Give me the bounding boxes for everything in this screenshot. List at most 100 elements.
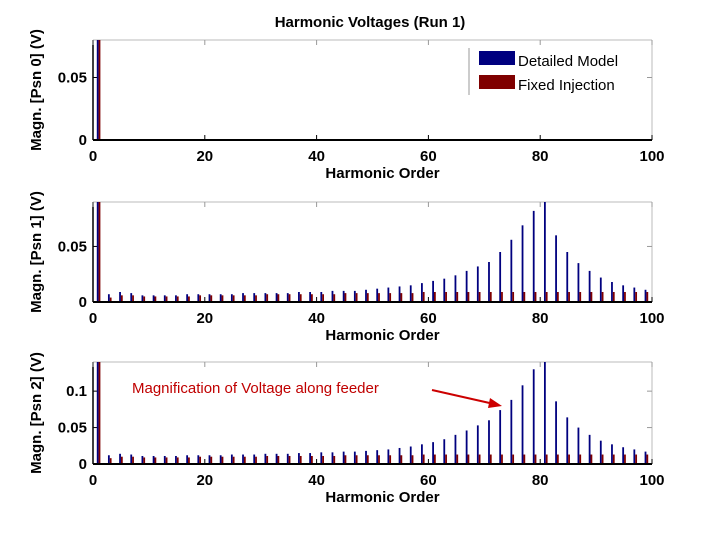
bar-fixed — [154, 296, 157, 302]
bar-fixed — [456, 454, 459, 464]
bar-fixed — [624, 454, 626, 464]
bar-fixed — [601, 454, 604, 464]
bar-fixed — [210, 295, 213, 302]
bar-detailed — [331, 290, 334, 302]
bar-fixed — [143, 296, 146, 302]
annotation-text: Magnification of Voltage along feeder — [132, 380, 379, 397]
bar-fixed — [120, 295, 123, 302]
bar-fixed — [601, 292, 604, 302]
y-tick-label: 0.1 — [66, 383, 87, 400]
bar-fixed — [199, 295, 202, 302]
panel-2: 0 20 40 60 80 100 0 0.05 0.1 Harmonic Order Magn. … — [28, 352, 665, 506]
bar-fixed — [635, 292, 638, 302]
x-tick-label: 60 — [420, 148, 437, 165]
bar-detailed — [320, 292, 323, 302]
bar-fixed — [389, 293, 392, 302]
bar-fixed — [165, 296, 168, 302]
bar-fixed — [98, 40, 101, 140]
bar-fixed — [154, 457, 157, 464]
bar-detailed — [175, 295, 177, 302]
bar-detailed — [611, 444, 613, 464]
bar-detailed — [119, 453, 121, 464]
bar-fixed — [489, 454, 492, 464]
bar-detailed — [577, 427, 580, 464]
bar-fixed — [344, 293, 347, 302]
bar-fixed — [523, 454, 526, 464]
x-tick-label: 0 — [89, 148, 97, 165]
bar-fixed — [512, 454, 515, 464]
bar-fixed — [389, 455, 392, 464]
y-axis-label: Magn. [Psn 1] (V) — [28, 191, 45, 313]
bar-detailed — [264, 293, 267, 302]
bar-fixed — [255, 456, 257, 464]
bar-detailed — [96, 40, 99, 140]
bar-fixed — [266, 455, 269, 464]
bar-detailed — [555, 235, 557, 302]
bar-fixed — [132, 456, 134, 464]
bar-detailed — [197, 455, 200, 464]
bar-fixed — [400, 293, 403, 302]
bar-fixed — [98, 362, 101, 464]
bar-detailed — [353, 451, 356, 464]
bar-detailed — [96, 362, 99, 464]
bar-fixed — [422, 292, 425, 302]
x-tick-label: 0 — [89, 472, 97, 489]
bar-detailed — [499, 252, 502, 302]
bar-detailed — [476, 266, 479, 302]
bar-detailed — [152, 295, 155, 302]
bar-fixed — [590, 454, 593, 464]
bar-detailed — [443, 278, 446, 302]
bar-detailed — [543, 202, 546, 302]
bar-fixed — [478, 292, 481, 302]
bar-fixed — [378, 455, 380, 464]
bar-fixed — [366, 293, 369, 302]
bar-detailed — [543, 362, 546, 464]
bar-detailed — [342, 290, 345, 302]
bar-fixed — [132, 295, 134, 302]
bar-fixed — [120, 456, 123, 464]
bar-fixed — [176, 457, 179, 464]
bar-detailed — [119, 292, 121, 302]
bar-detailed — [521, 385, 524, 464]
bar-detailed — [622, 285, 625, 302]
x-axis-label: Harmonic Order — [325, 165, 439, 182]
bar-fixed — [646, 454, 649, 464]
bar-detailed — [644, 289, 647, 302]
bar-detailed — [365, 450, 367, 464]
bar-detailed — [421, 444, 423, 464]
bar-detailed — [622, 447, 625, 464]
legend-swatch-fixed — [479, 75, 515, 89]
legend-label-detailed: Detailed Model — [518, 53, 618, 70]
bar-fixed — [556, 292, 559, 302]
bar-fixed — [411, 455, 414, 464]
bar-fixed — [333, 294, 336, 302]
bar-fixed — [255, 295, 257, 302]
panel-bars — [96, 362, 649, 464]
bar-fixed — [199, 456, 202, 464]
y-axis-label: Magn. [Psn 0] (V) — [28, 29, 45, 151]
bar-detailed — [130, 454, 133, 464]
bar-fixed — [556, 454, 559, 464]
bar-detailed — [454, 434, 457, 464]
bar-detailed — [599, 440, 602, 464]
bar-fixed — [646, 292, 649, 302]
bar-detailed — [186, 455, 189, 464]
bar-detailed — [107, 294, 110, 302]
bar-detailed — [566, 417, 569, 464]
bar-fixed — [288, 294, 291, 302]
panel-bars — [96, 202, 649, 302]
bar-detailed — [521, 225, 524, 302]
bar-fixed — [489, 292, 492, 302]
bar-detailed — [219, 455, 222, 464]
bar-fixed — [188, 457, 190, 464]
bar-fixed — [545, 454, 548, 464]
bar-detailed — [141, 295, 144, 302]
bar-detailed — [432, 442, 434, 464]
bar-fixed — [109, 297, 112, 302]
bar-fixed — [534, 454, 537, 464]
bar-detailed — [409, 446, 412, 464]
bar-detailed — [342, 451, 345, 464]
bar-fixed — [355, 293, 358, 302]
y-tick-label: 0 — [79, 456, 87, 473]
